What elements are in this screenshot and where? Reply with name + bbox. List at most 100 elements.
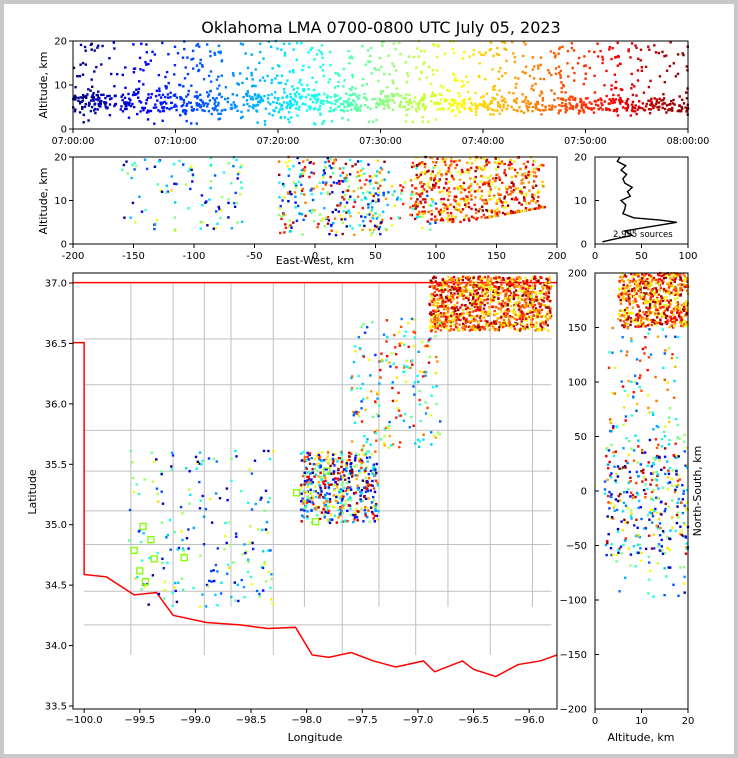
source-point	[209, 156, 212, 159]
source-point	[165, 70, 169, 74]
source-point	[334, 481, 337, 484]
source-point	[431, 91, 434, 94]
source-point	[558, 104, 561, 107]
source-point	[366, 465, 369, 469]
source-point	[625, 307, 628, 311]
source-point	[409, 213, 412, 216]
source-point	[374, 402, 377, 405]
source-point	[360, 489, 364, 492]
source-point	[643, 286, 646, 290]
source-point	[680, 318, 683, 321]
source-point	[443, 325, 446, 329]
source-point	[650, 299, 653, 302]
source-point	[426, 182, 430, 185]
source-point	[361, 228, 364, 231]
source-point	[499, 193, 502, 196]
source-point	[299, 483, 303, 487]
source-point	[426, 344, 429, 347]
source-point	[502, 318, 506, 322]
source-point	[534, 329, 537, 332]
source-point	[588, 101, 591, 104]
source-point	[349, 462, 352, 466]
source-point	[504, 174, 508, 177]
source-point	[371, 214, 375, 217]
source-point	[267, 40, 270, 43]
source-point	[276, 98, 280, 101]
source-point	[462, 297, 465, 301]
source-point	[311, 481, 314, 484]
source-point	[481, 183, 485, 186]
source-point	[600, 102, 603, 105]
source-point	[324, 477, 327, 480]
source-point	[143, 585, 147, 589]
source-point	[529, 309, 532, 313]
source-point	[452, 328, 456, 331]
source-point	[491, 299, 495, 302]
source-point	[183, 112, 187, 115]
source-point	[125, 107, 128, 111]
source-point	[91, 94, 94, 97]
source-point	[430, 293, 433, 296]
source-point	[449, 323, 453, 326]
source-point	[368, 179, 371, 183]
source-point	[483, 167, 486, 171]
source-point	[456, 296, 459, 299]
source-point	[338, 204, 342, 207]
source-point	[512, 278, 515, 281]
source-point	[414, 217, 417, 221]
source-point	[196, 95, 200, 98]
source-point	[416, 105, 420, 108]
source-point	[322, 102, 325, 106]
source-point	[432, 315, 435, 318]
source-point	[352, 99, 355, 102]
source-point	[329, 106, 332, 110]
source-point	[219, 112, 222, 115]
source-point	[97, 96, 100, 99]
source-point	[369, 182, 372, 185]
source-point	[378, 56, 382, 60]
source-point	[344, 478, 347, 481]
source-point	[136, 575, 139, 579]
source-point	[227, 216, 230, 219]
source-point	[311, 501, 314, 505]
source-point	[381, 359, 384, 363]
source-point	[471, 302, 474, 305]
source-point	[450, 163, 453, 166]
source-point	[436, 102, 439, 106]
source-point	[375, 462, 378, 466]
source-point	[196, 462, 199, 465]
source-point	[648, 112, 652, 115]
source-point	[448, 278, 451, 282]
source-point	[491, 305, 494, 308]
source-point	[656, 106, 659, 109]
source-point	[297, 204, 300, 208]
source-point	[681, 308, 685, 311]
source-point	[246, 92, 249, 95]
source-point	[346, 102, 349, 105]
source-point	[513, 160, 516, 163]
source-point	[332, 459, 335, 462]
source-point	[521, 287, 525, 290]
source-point	[256, 121, 259, 124]
source-point	[449, 212, 453, 215]
source-point	[678, 309, 682, 312]
source-point	[248, 105, 251, 108]
source-point	[217, 205, 220, 209]
source-point	[446, 211, 449, 215]
source-point	[306, 517, 309, 520]
source-point	[499, 66, 502, 70]
source-point	[536, 327, 539, 331]
source-point	[527, 170, 531, 173]
source-point	[374, 468, 377, 471]
source-point	[660, 315, 664, 319]
source-point	[73, 96, 76, 99]
source-point	[286, 191, 290, 194]
source-point	[417, 175, 421, 179]
source-point	[447, 187, 450, 190]
source-point	[671, 326, 675, 329]
source-point	[516, 329, 519, 332]
source-point	[191, 180, 194, 183]
source-point	[650, 323, 653, 327]
source-point	[492, 297, 496, 300]
ew-height-xtick-label: -150	[122, 251, 145, 262]
